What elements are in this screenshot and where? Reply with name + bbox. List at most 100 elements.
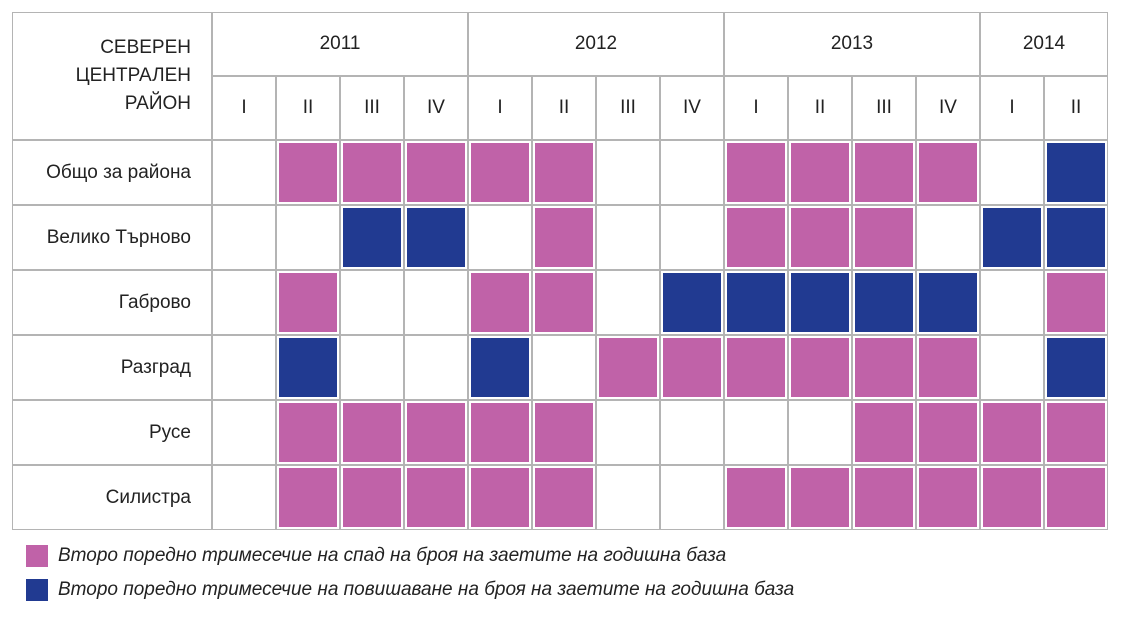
cell-fill <box>535 468 593 527</box>
cell <box>660 270 724 335</box>
cell <box>1044 205 1108 270</box>
cell <box>1044 400 1108 465</box>
cell <box>916 205 980 270</box>
cell <box>724 335 788 400</box>
cell-fill <box>471 403 529 462</box>
cell <box>916 140 980 205</box>
cell-fill <box>791 208 849 267</box>
cell-fill <box>1047 273 1105 332</box>
cell-fill <box>727 468 785 527</box>
cell-fill <box>535 403 593 462</box>
cell-fill <box>727 143 785 202</box>
cell-fill <box>471 273 529 332</box>
quarter-header: I <box>212 76 276 140</box>
cell-fill <box>855 208 913 267</box>
cell-fill <box>535 143 593 202</box>
cell-fill <box>471 143 529 202</box>
cell <box>468 140 532 205</box>
row-label: Силистра <box>12 465 212 530</box>
cell <box>852 270 916 335</box>
quarter-header: IV <box>916 76 980 140</box>
cell-fill <box>599 338 657 397</box>
legend-swatch <box>26 545 48 567</box>
cell <box>212 335 276 400</box>
cell <box>468 465 532 530</box>
cell <box>276 400 340 465</box>
row-label: Русе <box>12 400 212 465</box>
cell <box>980 465 1044 530</box>
corner-line: РАЙОН <box>124 93 191 114</box>
cell <box>724 270 788 335</box>
cell <box>724 205 788 270</box>
cell-fill <box>1047 403 1105 462</box>
cell-fill <box>727 208 785 267</box>
cell-fill <box>343 403 401 462</box>
quarter-header: I <box>468 76 532 140</box>
cell-fill <box>983 208 1041 267</box>
cell <box>276 270 340 335</box>
cell <box>788 465 852 530</box>
cell <box>596 465 660 530</box>
cell-fill <box>663 273 721 332</box>
cell-fill <box>1047 468 1105 527</box>
cell-fill <box>855 338 913 397</box>
cell <box>660 465 724 530</box>
year-header: 2014 <box>980 12 1108 76</box>
cell <box>788 335 852 400</box>
cell <box>404 335 468 400</box>
cell <box>468 400 532 465</box>
cell <box>660 205 724 270</box>
cell <box>596 140 660 205</box>
quarter-header: I <box>980 76 1044 140</box>
cell <box>724 465 788 530</box>
cell-fill <box>791 273 849 332</box>
quarter-header: II <box>1044 76 1108 140</box>
cell-fill <box>919 468 977 527</box>
cell <box>212 465 276 530</box>
cell-fill <box>919 403 977 462</box>
cell-fill <box>279 143 337 202</box>
cell <box>788 140 852 205</box>
cell <box>1044 335 1108 400</box>
cell-fill <box>983 403 1041 462</box>
quarter-header: III <box>340 76 404 140</box>
cell <box>660 140 724 205</box>
cell-fill <box>279 468 337 527</box>
cell-fill <box>535 208 593 267</box>
cell-fill <box>983 468 1041 527</box>
cell-fill <box>727 273 785 332</box>
cell-fill <box>471 338 529 397</box>
year-header: 2011 <box>212 12 468 76</box>
corner-header: СЕВЕРЕН ЦЕНТРАЛЕН РАЙОН <box>12 12 212 140</box>
cell-fill <box>791 468 849 527</box>
cell <box>276 140 340 205</box>
cell <box>468 270 532 335</box>
cell-fill <box>1047 143 1105 202</box>
cell <box>852 400 916 465</box>
cell <box>532 270 596 335</box>
cell <box>276 335 340 400</box>
quarter-header: III <box>596 76 660 140</box>
quarter-header: IV <box>660 76 724 140</box>
cell <box>340 205 404 270</box>
cell <box>980 205 1044 270</box>
cell <box>596 205 660 270</box>
cell <box>980 270 1044 335</box>
cell <box>340 335 404 400</box>
row-label: Велико Търново <box>12 205 212 270</box>
cell-fill <box>855 468 913 527</box>
row-label: Габрово <box>12 270 212 335</box>
cell <box>788 400 852 465</box>
cell-fill <box>407 143 465 202</box>
cell-fill <box>1047 208 1105 267</box>
cell <box>404 205 468 270</box>
cell-fill <box>279 273 337 332</box>
cell <box>340 140 404 205</box>
cell <box>724 140 788 205</box>
cell <box>916 335 980 400</box>
cell-fill <box>727 338 785 397</box>
cell-fill <box>919 273 977 332</box>
year-header: 2013 <box>724 12 980 76</box>
cell-fill <box>919 143 977 202</box>
cell <box>532 400 596 465</box>
